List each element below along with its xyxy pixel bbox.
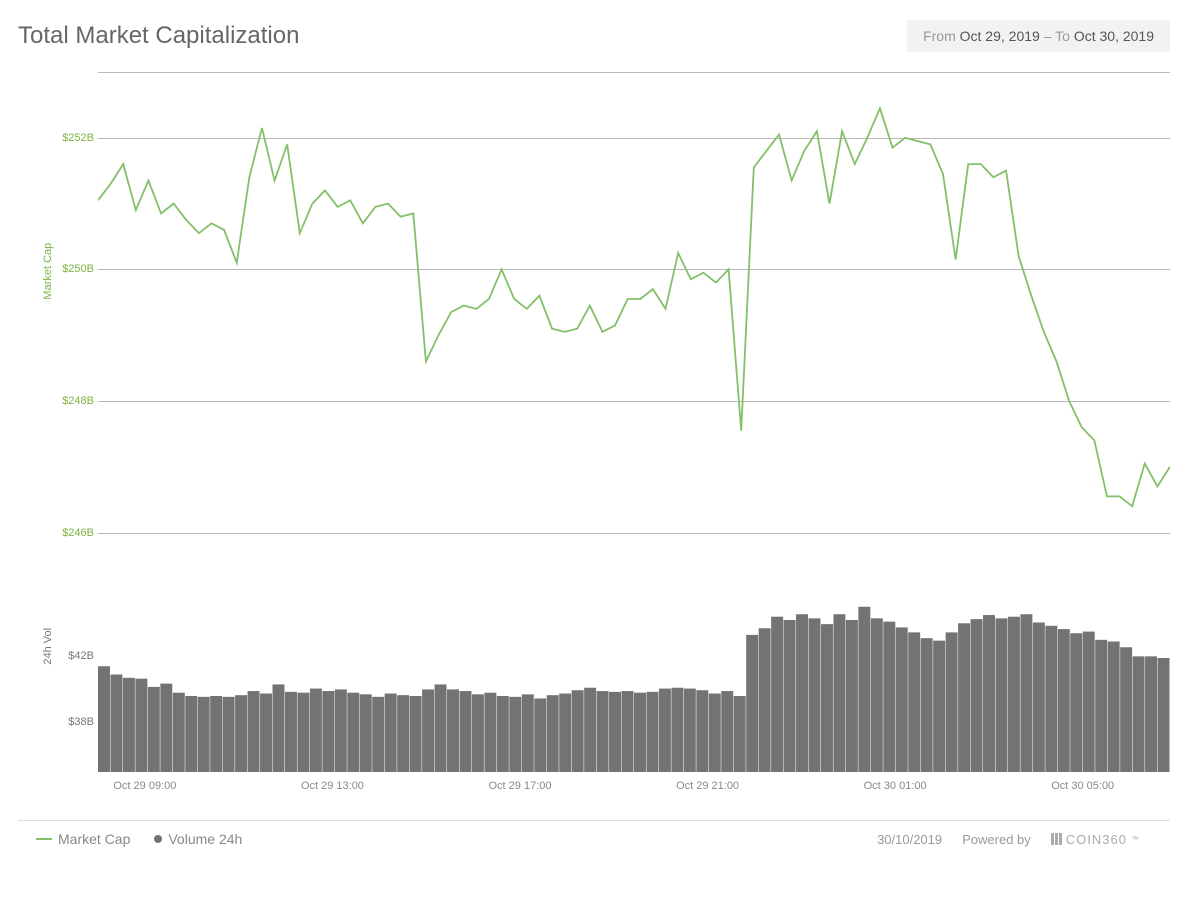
market-cap-y-axis-label: Market Cap bbox=[42, 243, 54, 300]
legend-item[interactable]: Volume 24h bbox=[154, 831, 242, 847]
legend: Market Cap Volume 24h bbox=[36, 831, 242, 847]
x-tick: Oct 30 05:00 bbox=[1051, 780, 1114, 792]
to-label: To bbox=[1055, 28, 1070, 44]
legend-label: Volume 24h bbox=[168, 831, 242, 847]
chart-header: Total Market Capitalization From Oct 29,… bbox=[0, 0, 1200, 62]
volume-y-axis-label: 24h Vol bbox=[42, 628, 54, 665]
date-range-selector[interactable]: From Oct 29, 2019 – To Oct 30, 2019 bbox=[907, 20, 1170, 52]
brand-icon bbox=[1051, 833, 1062, 845]
chart-footer: Market Cap Volume 24h 30/10/2019 Powered … bbox=[18, 820, 1170, 847]
x-tick: Oct 29 17:00 bbox=[489, 780, 552, 792]
legend-item[interactable]: Market Cap bbox=[36, 831, 130, 847]
footer-right: 30/10/2019 Powered by COIN360 ™ bbox=[877, 832, 1140, 847]
market-cap-y-tick: $252B bbox=[62, 132, 94, 144]
powered-by-label: Powered by bbox=[962, 832, 1031, 847]
x-tick: Oct 29 13:00 bbox=[301, 780, 364, 792]
market-cap-y-tick: $246B bbox=[62, 527, 94, 539]
date-sep: – bbox=[1044, 28, 1052, 44]
volume-y-tick: $42B bbox=[68, 650, 94, 662]
to-date: Oct 30, 2019 bbox=[1074, 28, 1154, 44]
from-label: From bbox=[923, 28, 956, 44]
market-cap-y-tick: $250B bbox=[62, 263, 94, 275]
x-tick: Oct 29 21:00 bbox=[676, 780, 739, 792]
chart-area: Market Cap $246B$248B$250B$252B 24h Vol … bbox=[18, 72, 1170, 802]
brand-logo[interactable]: COIN360 ™ bbox=[1051, 832, 1140, 847]
market-cap-line bbox=[98, 72, 1170, 572]
volume-chart[interactable]: 24h Vol $38B$42B bbox=[58, 582, 1170, 772]
chart-title: Total Market Capitalization bbox=[18, 22, 299, 50]
legend-label: Market Cap bbox=[58, 831, 130, 847]
legend-line-swatch bbox=[36, 838, 52, 840]
x-tick: Oct 29 09:00 bbox=[113, 780, 176, 792]
legend-dot-swatch bbox=[154, 835, 162, 843]
volume-bars bbox=[98, 582, 1170, 772]
volume-y-tick: $38B bbox=[68, 716, 94, 728]
x-tick: Oct 30 01:00 bbox=[864, 780, 927, 792]
market-cap-y-tick: $248B bbox=[62, 395, 94, 407]
x-axis: Oct 29 09:00 Oct 29 13:00 Oct 29 17:00 Oct … bbox=[98, 772, 1140, 802]
from-date: Oct 29, 2019 bbox=[960, 28, 1040, 44]
market-cap-chart[interactable]: Market Cap $246B$248B$250B$252B bbox=[58, 72, 1170, 572]
brand-tm: ™ bbox=[1131, 835, 1140, 844]
brand-name: COIN360 bbox=[1066, 832, 1127, 847]
footer-date: 30/10/2019 bbox=[877, 832, 942, 847]
